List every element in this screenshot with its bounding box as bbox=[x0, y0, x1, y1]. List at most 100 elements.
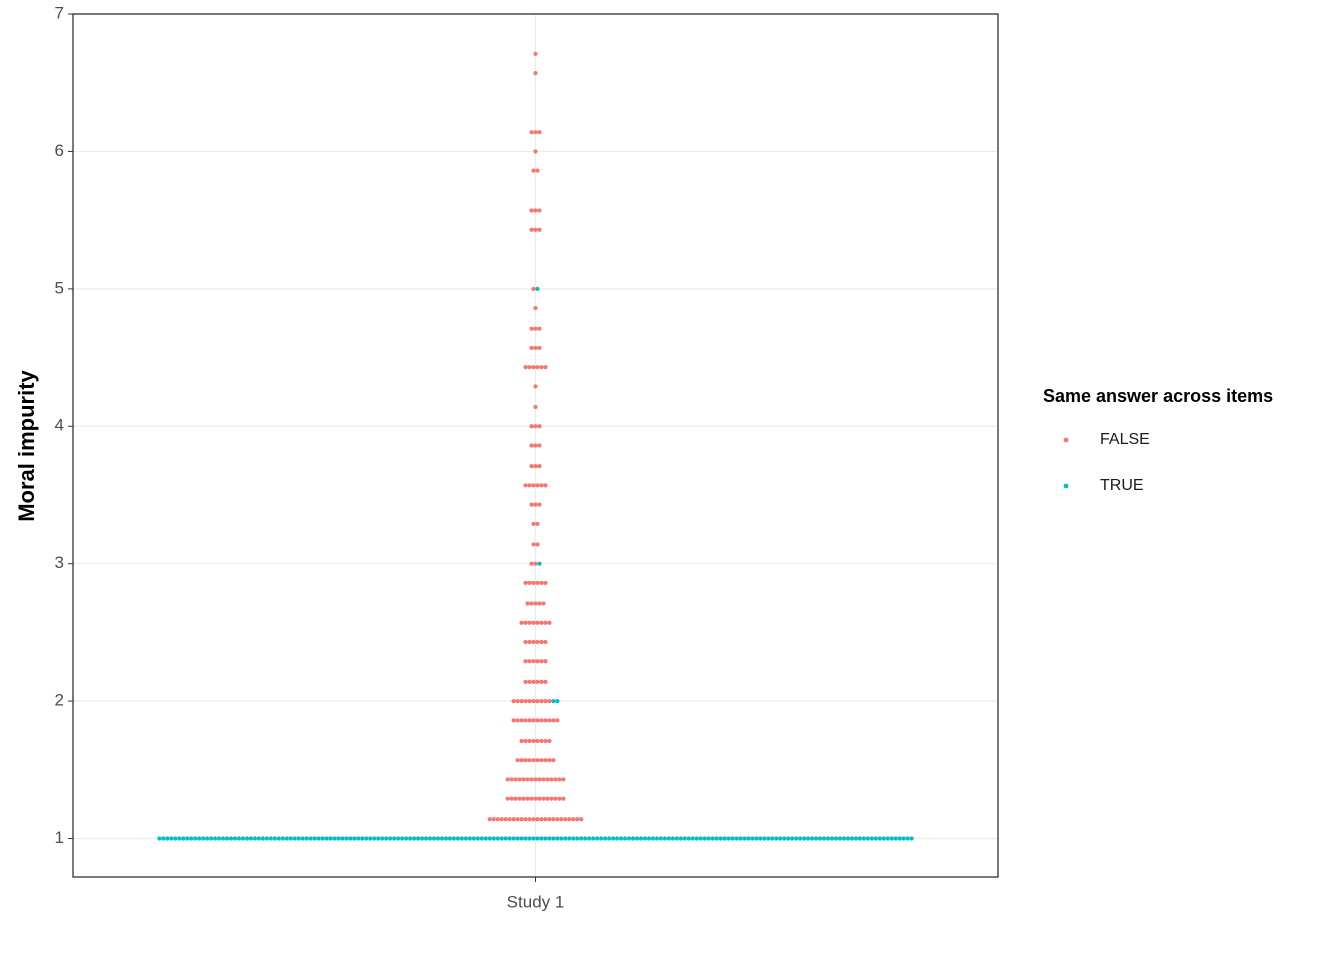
dot bbox=[268, 836, 273, 841]
dot bbox=[519, 699, 524, 704]
dot bbox=[525, 601, 530, 606]
dot bbox=[531, 738, 536, 744]
dot bbox=[505, 796, 510, 801]
dot bbox=[511, 718, 516, 723]
dot bbox=[561, 796, 566, 801]
dot bbox=[529, 464, 534, 469]
dot bbox=[533, 305, 538, 311]
dot bbox=[527, 699, 532, 704]
dot bbox=[549, 796, 554, 801]
dot bbox=[539, 659, 544, 664]
dot bbox=[412, 836, 417, 841]
dot bbox=[495, 836, 500, 841]
dot bbox=[232, 836, 238, 841]
dot bbox=[766, 836, 771, 841]
dot bbox=[762, 836, 767, 841]
dot bbox=[531, 679, 536, 684]
dot bbox=[817, 836, 823, 841]
dot bbox=[376, 836, 381, 841]
dot bbox=[455, 836, 460, 841]
dot bbox=[205, 836, 210, 841]
dot bbox=[535, 521, 540, 526]
dot bbox=[304, 836, 309, 841]
dot bbox=[547, 817, 552, 822]
dot bbox=[537, 208, 542, 213]
dot bbox=[539, 639, 544, 645]
dot bbox=[384, 836, 389, 841]
dot bbox=[837, 836, 843, 841]
dot bbox=[579, 817, 584, 822]
dot bbox=[638, 836, 644, 841]
dot bbox=[487, 817, 492, 822]
dot bbox=[531, 836, 536, 841]
dot bbox=[537, 326, 542, 331]
dot bbox=[531, 620, 536, 625]
dot bbox=[344, 836, 349, 841]
y-tick-label: 4 bbox=[55, 416, 64, 435]
dot bbox=[710, 836, 715, 841]
dot bbox=[533, 424, 538, 429]
dot bbox=[487, 836, 492, 841]
dot bbox=[519, 817, 524, 822]
dot bbox=[630, 836, 636, 841]
dot bbox=[165, 836, 170, 841]
dot bbox=[555, 836, 560, 841]
legend-title: Same answer across items bbox=[1043, 386, 1273, 406]
dot bbox=[571, 836, 576, 841]
dot bbox=[533, 130, 538, 135]
dot bbox=[447, 836, 453, 841]
dot bbox=[877, 836, 882, 841]
dot bbox=[435, 836, 441, 841]
dot bbox=[523, 718, 528, 723]
dot bbox=[535, 286, 540, 291]
dot bbox=[553, 796, 558, 801]
dot bbox=[523, 836, 528, 841]
dot bbox=[537, 464, 542, 469]
y-tick-label: 7 bbox=[55, 3, 64, 22]
dot bbox=[531, 639, 536, 645]
dot bbox=[368, 836, 373, 841]
dot bbox=[557, 796, 562, 801]
dot bbox=[244, 836, 250, 841]
dot bbox=[531, 718, 536, 723]
dot bbox=[553, 777, 558, 782]
dot bbox=[415, 836, 421, 841]
dot bbox=[248, 836, 254, 841]
dot bbox=[513, 777, 518, 782]
dot bbox=[722, 836, 727, 841]
dot bbox=[634, 836, 640, 841]
dot bbox=[533, 208, 538, 213]
dot bbox=[499, 817, 504, 822]
dot bbox=[316, 836, 321, 841]
dot bbox=[531, 168, 536, 173]
dot bbox=[537, 502, 542, 507]
dot bbox=[533, 502, 538, 507]
dot bbox=[541, 777, 546, 782]
dot bbox=[774, 836, 779, 841]
dot bbox=[607, 836, 612, 841]
dot bbox=[272, 836, 277, 841]
dot bbox=[682, 836, 687, 841]
dot bbox=[583, 836, 588, 841]
dot bbox=[517, 796, 522, 801]
dot bbox=[193, 836, 198, 841]
dot bbox=[404, 836, 409, 841]
dot bbox=[523, 483, 528, 488]
dot bbox=[539, 483, 544, 488]
dot bbox=[529, 796, 534, 801]
dot bbox=[533, 345, 538, 351]
dot bbox=[352, 836, 357, 841]
dot bbox=[650, 836, 656, 841]
dot bbox=[519, 738, 524, 744]
dot bbox=[400, 836, 405, 841]
dot bbox=[388, 836, 393, 841]
x-tick-label: Study 1 bbox=[507, 892, 565, 911]
dot bbox=[523, 620, 528, 625]
dot bbox=[527, 620, 532, 625]
dot bbox=[539, 679, 544, 684]
dot bbox=[658, 836, 663, 841]
dot bbox=[336, 836, 341, 841]
dot bbox=[479, 836, 484, 841]
dot bbox=[533, 51, 538, 56]
dot bbox=[535, 836, 540, 841]
